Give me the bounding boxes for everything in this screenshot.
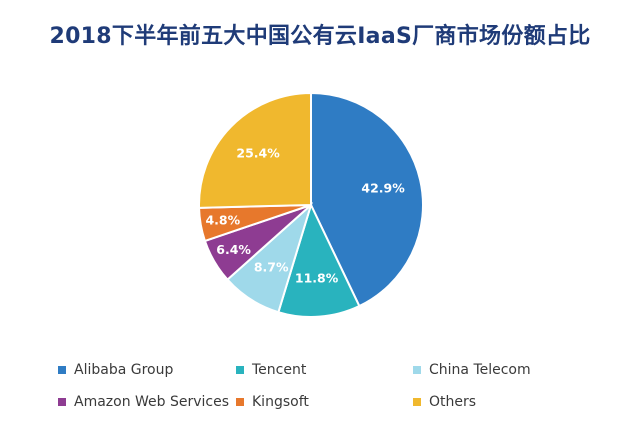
legend-swatch — [58, 398, 66, 406]
legend-swatch — [236, 366, 244, 374]
legend-item: Alibaba Group — [58, 362, 173, 378]
legend-label: Others — [429, 394, 477, 410]
chart-title: 2018下半年前五大中国公有云IaaS厂商市场份额占比 — [49, 24, 591, 49]
legend-item: Others — [413, 394, 476, 410]
legend-label: Amazon Web Services — [74, 394, 230, 410]
legend-item: Tencent — [236, 362, 306, 378]
legend-label: Tencent — [252, 362, 307, 378]
slice-value-label: 42.9% — [361, 181, 405, 196]
legend-item: Kingsoft — [236, 394, 309, 410]
pie-slice-tencent — [277, 202, 361, 318]
legend-label: China Telecom — [429, 362, 531, 378]
legend-item: China Telecom — [413, 362, 531, 378]
slice-value-label: 11.8% — [295, 271, 339, 286]
legend-item: Amazon Web Services — [58, 394, 229, 410]
legend-label: Kingsoft — [252, 394, 309, 410]
pie-slice-alibaba-group — [310, 91, 424, 308]
slice-value-label: 6.4% — [216, 242, 251, 257]
legend-swatch — [236, 398, 244, 406]
pie-slice-others — [198, 91, 312, 209]
slice-value-label: 8.7% — [254, 259, 289, 274]
legend-swatch — [58, 366, 66, 374]
legend-label: Alibaba Group — [74, 362, 174, 378]
legend-swatch — [413, 398, 421, 406]
slice-value-label: 4.8% — [205, 213, 240, 228]
slice-value-label: 25.4% — [236, 145, 280, 160]
legend-swatch — [413, 366, 421, 374]
